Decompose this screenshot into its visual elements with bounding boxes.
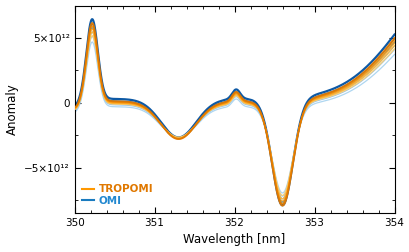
- Legend: TROPOMI, OMI: TROPOMI, OMI: [80, 182, 155, 208]
- X-axis label: Wavelength [nm]: Wavelength [nm]: [183, 233, 285, 246]
- Y-axis label: Anomaly: Anomaly: [6, 83, 18, 135]
